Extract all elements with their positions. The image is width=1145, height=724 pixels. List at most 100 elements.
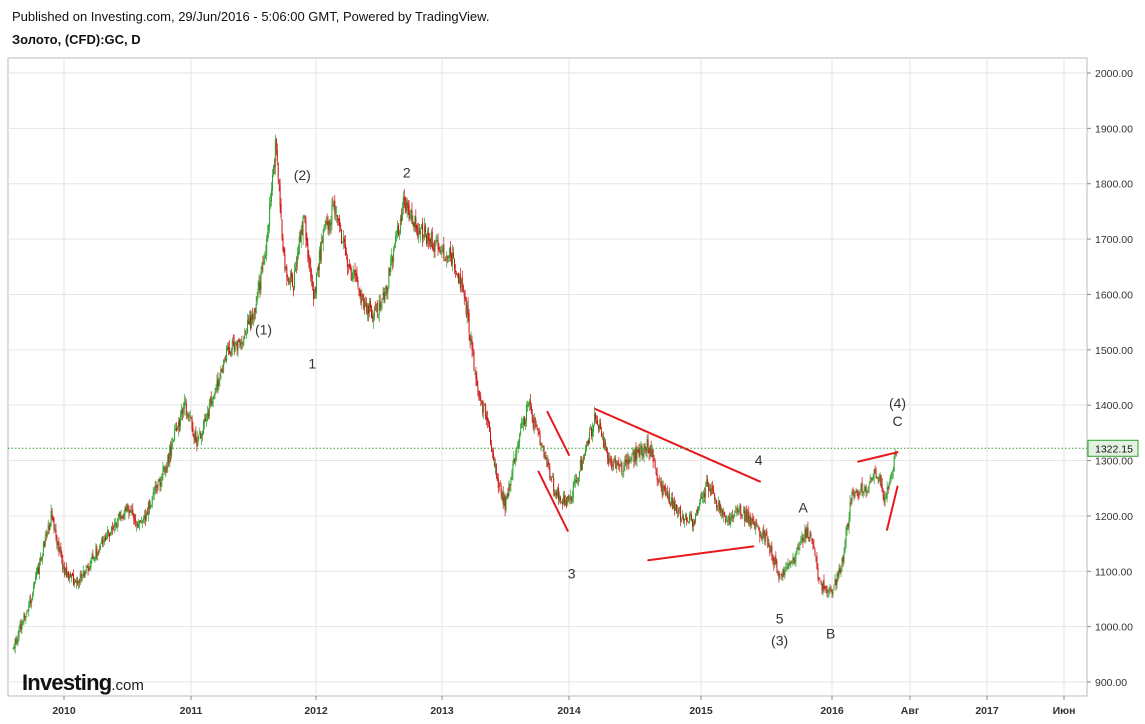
candle bbox=[247, 313, 249, 334]
candle-body bbox=[796, 548, 798, 553]
candle bbox=[71, 573, 73, 583]
candle bbox=[153, 486, 155, 501]
candle-body bbox=[870, 481, 872, 483]
candle-body bbox=[224, 359, 226, 361]
candle-body bbox=[585, 443, 587, 449]
candle-body bbox=[492, 452, 494, 461]
candle bbox=[96, 544, 98, 560]
candle-body bbox=[548, 462, 550, 465]
candle bbox=[463, 289, 465, 306]
candle-body bbox=[121, 516, 123, 518]
candle bbox=[850, 497, 852, 507]
candle-body bbox=[837, 574, 839, 577]
candle-body bbox=[263, 260, 265, 264]
candle-body bbox=[480, 396, 482, 401]
candle bbox=[764, 530, 766, 545]
candle-body bbox=[858, 496, 860, 498]
candle bbox=[581, 457, 583, 471]
candle-body bbox=[558, 487, 560, 500]
candle bbox=[195, 426, 197, 444]
candle-body bbox=[97, 552, 99, 556]
candle bbox=[742, 514, 744, 520]
candle bbox=[51, 507, 53, 521]
candle bbox=[572, 481, 574, 504]
candle-body bbox=[467, 305, 469, 315]
candle-body bbox=[748, 511, 750, 525]
candle bbox=[27, 609, 29, 612]
candle-body bbox=[184, 403, 186, 404]
candle bbox=[165, 464, 167, 478]
candle bbox=[583, 452, 585, 461]
candle bbox=[821, 582, 823, 595]
y-tick-label: 2000.00 bbox=[1095, 68, 1133, 80]
candle-body bbox=[731, 515, 733, 519]
candle bbox=[774, 555, 776, 568]
candle bbox=[566, 495, 568, 507]
candle bbox=[33, 581, 35, 597]
candle bbox=[116, 518, 118, 532]
candle bbox=[83, 570, 85, 579]
candle bbox=[554, 489, 556, 497]
candle-body bbox=[482, 401, 484, 413]
candle bbox=[95, 543, 97, 562]
candle bbox=[687, 521, 689, 524]
candle bbox=[596, 414, 598, 425]
candle bbox=[222, 364, 224, 374]
candle bbox=[808, 536, 810, 542]
candle-body bbox=[98, 551, 100, 553]
candle-body bbox=[689, 514, 691, 522]
candle bbox=[714, 492, 716, 504]
candle bbox=[686, 517, 688, 523]
candle-body bbox=[680, 519, 682, 523]
candle bbox=[874, 465, 876, 474]
candle bbox=[424, 223, 426, 238]
candle bbox=[768, 539, 770, 547]
candle-body bbox=[352, 269, 354, 280]
candle bbox=[324, 219, 326, 231]
candle bbox=[432, 242, 434, 252]
candle bbox=[433, 240, 435, 259]
candle-body bbox=[113, 523, 115, 528]
candle bbox=[384, 287, 386, 304]
x-tick-label: 2015 bbox=[689, 705, 713, 717]
candle-body bbox=[60, 546, 62, 555]
candle bbox=[258, 273, 260, 293]
candle-body bbox=[806, 528, 808, 537]
candle-body bbox=[84, 572, 86, 577]
candle-body bbox=[737, 509, 739, 513]
candle-body bbox=[429, 238, 431, 244]
candle-body bbox=[92, 554, 94, 560]
candle bbox=[191, 415, 193, 432]
candle-body bbox=[481, 401, 483, 403]
candle bbox=[94, 556, 96, 563]
wave-label: 1 bbox=[308, 356, 316, 372]
candle bbox=[513, 451, 515, 465]
candle bbox=[144, 509, 146, 526]
candle-body bbox=[403, 198, 405, 201]
candle bbox=[750, 512, 752, 530]
candle bbox=[70, 571, 72, 578]
candle bbox=[328, 219, 330, 237]
candle-body bbox=[659, 482, 661, 484]
candle-body bbox=[297, 251, 299, 256]
candle bbox=[75, 576, 77, 589]
candle-body bbox=[675, 504, 677, 512]
candle bbox=[540, 441, 542, 452]
candle bbox=[314, 286, 316, 300]
candle-body bbox=[568, 498, 570, 500]
candle-body bbox=[752, 517, 754, 522]
candle-body bbox=[33, 585, 35, 593]
candle-body bbox=[708, 482, 710, 492]
candle bbox=[397, 223, 399, 237]
candle bbox=[194, 429, 196, 444]
candle-body bbox=[338, 219, 340, 221]
candle-body bbox=[361, 297, 363, 302]
candle bbox=[435, 234, 437, 246]
candle bbox=[838, 563, 840, 579]
logo-suffix-text: .com bbox=[111, 677, 144, 694]
candle bbox=[138, 518, 140, 529]
candle-body bbox=[379, 301, 381, 310]
candle bbox=[707, 475, 709, 487]
candle bbox=[571, 490, 573, 504]
